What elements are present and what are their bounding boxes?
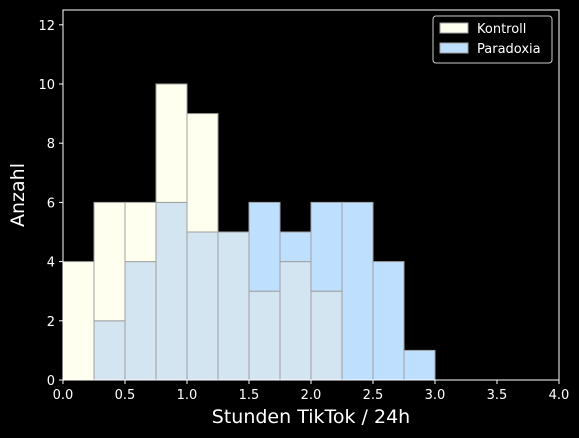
histogram-bar-kontroll <box>186 113 219 233</box>
histogram-bar-paradoxia <box>372 261 405 381</box>
histogram-bar-paradoxia <box>279 231 312 263</box>
x-tick-label: 1.5 <box>239 388 260 403</box>
y-axis-ticks: 0 2 4 6 8 10 12 <box>38 19 63 389</box>
histogram-bar-overlap <box>279 261 312 381</box>
x-tick-label: 0.5 <box>115 388 136 403</box>
bars-layer <box>62 83 436 381</box>
y-tick-label: 4 <box>47 256 55 271</box>
histogram-bar-paradoxia <box>403 349 436 381</box>
legend-label-paradoxia: Paradoxia <box>477 42 541 57</box>
histogram-bar-kontroll <box>93 201 126 322</box>
histogram-bar-kontroll <box>62 261 95 381</box>
y-tick-label: 2 <box>47 315 55 330</box>
x-tick-label: 0.0 <box>53 388 74 403</box>
histogram-bar-kontroll <box>155 83 188 203</box>
histogram-bar-overlap <box>93 320 126 381</box>
x-tick-label: 2.5 <box>363 388 384 403</box>
x-axis-label: Stunden TikTok / 24h <box>212 406 410 428</box>
x-tick-label: 4.0 <box>549 388 570 403</box>
histogram-bar-paradoxia <box>310 201 343 292</box>
histogram-bar-kontroll <box>124 201 157 263</box>
histogram-bar-paradoxia <box>248 201 281 292</box>
x-tick-label: 3.0 <box>425 388 446 403</box>
x-tick-label: 1.0 <box>177 388 198 403</box>
histogram-bar-overlap <box>310 290 343 381</box>
y-tick-label: 0 <box>47 374 55 389</box>
y-axis-label: Anzahl <box>7 163 29 227</box>
y-tick-label: 10 <box>38 78 55 93</box>
x-tick-label: 2.0 <box>301 388 322 403</box>
histogram-bar-overlap <box>155 201 188 381</box>
legend-swatch-paradoxia <box>439 42 469 54</box>
legend-swatch-kontroll <box>439 22 469 34</box>
histogram-bar-overlap <box>186 231 219 381</box>
x-axis-ticks: 0.0 0.5 1.0 1.5 2.0 2.5 3.0 3.5 4.0 <box>53 380 570 403</box>
legend: Kontroll Paradoxia <box>432 15 553 64</box>
y-tick-label: 8 <box>47 137 55 152</box>
y-tick-label: 12 <box>38 19 55 34</box>
histogram-bar-overlap <box>124 261 157 381</box>
legend-label-kontroll: Kontroll <box>477 22 526 37</box>
histogram-bar-overlap <box>217 231 250 381</box>
histogram-bar-overlap <box>248 290 281 381</box>
y-tick-label: 6 <box>47 196 55 211</box>
x-tick-label: 3.5 <box>487 388 508 403</box>
histogram-bar-paradoxia <box>341 201 374 381</box>
